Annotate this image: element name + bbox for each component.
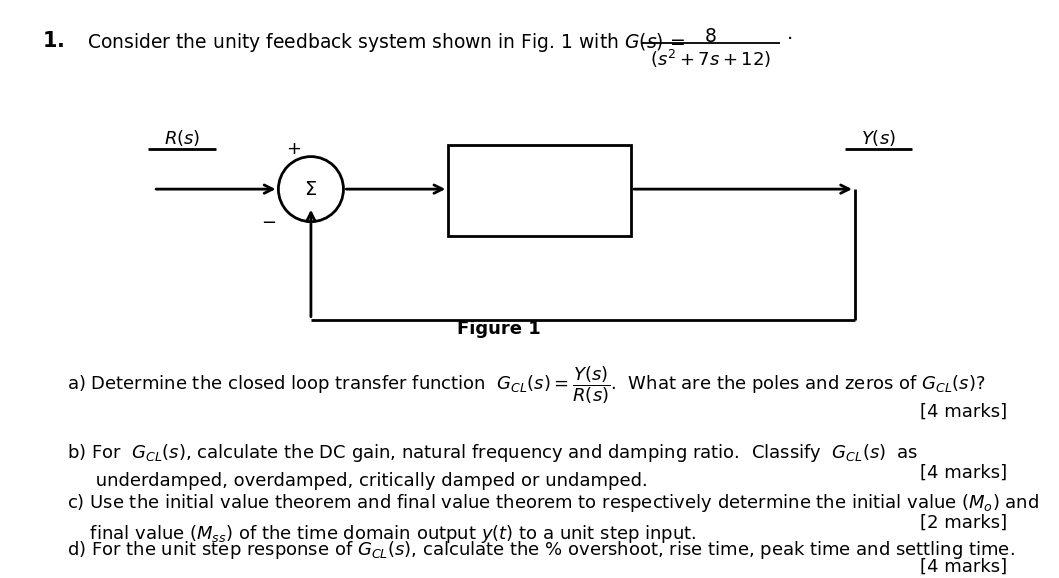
Text: [4 marks]: [4 marks] [920,558,1007,576]
Bar [448,144,631,236]
Text: [2 marks]: [2 marks] [920,514,1007,532]
Text: 8: 8 [704,27,716,46]
Text: $(s^2+7s+12)$: $(s^2+7s+12)$ [650,47,771,70]
Text: +: + [286,140,301,158]
Text: $Y(s)$: $Y(s)$ [861,128,896,148]
Text: $R(s)$: $R(s)$ [164,128,200,148]
Text: [4 marks]: [4 marks] [920,403,1007,421]
Text: $-$: $-$ [261,212,275,230]
Text: Consider the unity feedback system shown in Fig. 1 with $G(s)$ =: Consider the unity feedback system shown… [87,31,685,54]
Text: $G(s)$: $G(s)$ [519,180,560,201]
Text: b) For  $G_{CL}(s)$, calculate the DC gain, natural frequency and damping ratio.: b) For $G_{CL}(s)$, calculate the DC gai… [67,442,918,490]
Text: $\mathbf{1.}$: $\mathbf{1.}$ [41,31,64,51]
Text: [4 marks]: [4 marks] [920,464,1007,482]
Text: .: . [787,24,793,43]
Text: c) Use the initial value theorem and final value theorem to respectively determi: c) Use the initial value theorem and fin… [67,491,1039,545]
Text: Figure 1: Figure 1 [457,320,541,338]
Text: a) Determine the closed loop transfer function  $G_{CL}(s) = \dfrac{Y(s)}{R(s)}$: a) Determine the closed loop transfer fu… [67,364,986,406]
Text: $\Sigma$: $\Sigma$ [304,180,318,199]
Text: d) For the unit step response of $G_{CL}(s)$, calculate the % overshoot, rise ti: d) For the unit step response of $G_{CL}… [67,539,1015,561]
